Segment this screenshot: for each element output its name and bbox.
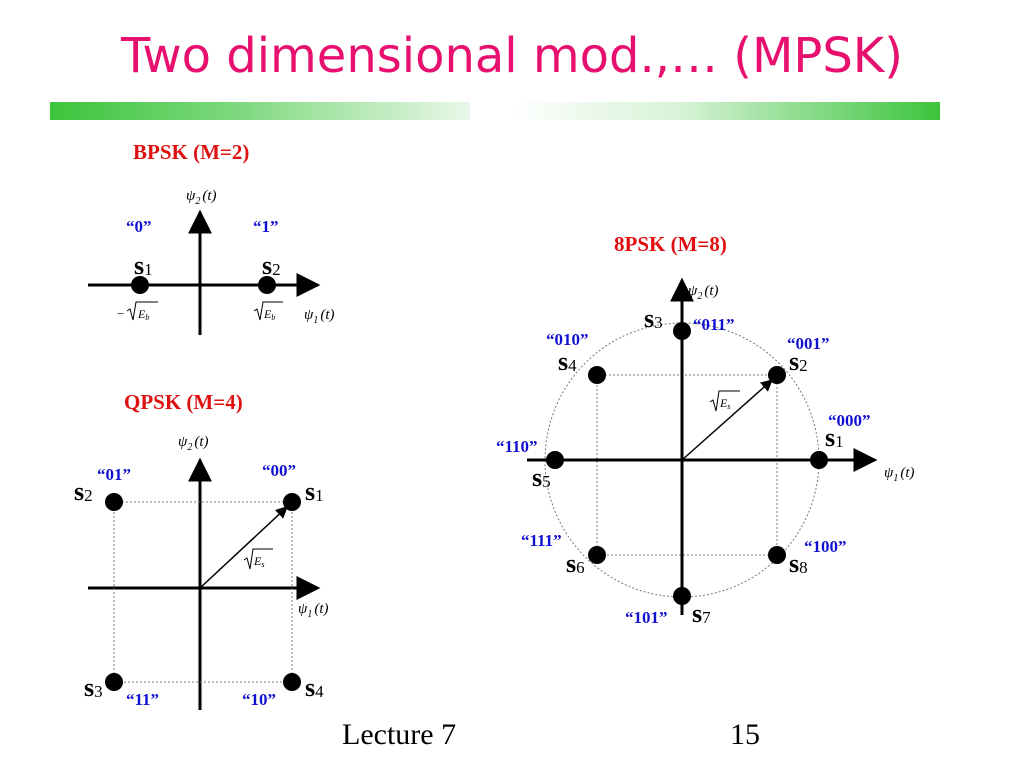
8psk-bits-s5: “110”: [496, 437, 538, 456]
bpsk-y-axis-label: ψ2 (t): [186, 188, 217, 207]
bpsk-neg-sqrt-eb: − Eb: [117, 301, 158, 322]
qpsk-heading: QPSK (M=4): [124, 390, 243, 414]
8psk-bits-s8: “100”: [804, 537, 847, 556]
qpsk-point-s2: [105, 493, 123, 511]
qpsk-dotted-square: [113, 501, 293, 683]
8psk-dotted-square: [596, 374, 778, 556]
8psk-symbol-s5: s5: [532, 463, 551, 492]
qpsk-bits-s2: “01”: [97, 465, 131, 484]
8psk-symbol-s1: s1: [825, 423, 844, 452]
8psk-sqrt-es: Es: [709, 390, 740, 412]
qpsk-y-axis-label: ψ2 (t): [178, 434, 209, 453]
8psk-bits-s6: “111”: [521, 531, 562, 550]
svg-text:Eb: Eb: [137, 307, 149, 322]
8psk-bits-s3: “011”: [693, 315, 735, 334]
bpsk-point-s2: [258, 276, 276, 294]
slide-title: Two dimensional mod.,… (MPSK): [120, 28, 904, 84]
qpsk-diagram: ψ2 (t) ψ1 (t) Es “00” “01” “11” “10” s1 s2…: [74, 434, 329, 710]
8psk-bits-s1: “000”: [828, 411, 871, 430]
footer-lecture: Lecture 7: [342, 718, 457, 751]
footer-page-number: 15: [730, 718, 760, 751]
qpsk-energy-vector: [199, 506, 288, 589]
qpsk-bits-s1: “00”: [262, 461, 296, 480]
qpsk-symbol-s2: s2: [74, 477, 93, 506]
qpsk-bits-s3: “11”: [126, 690, 159, 709]
8psk-symbol-s2: s2: [789, 347, 808, 376]
8psk-bits-s4: “010”: [546, 330, 589, 349]
qpsk-symbol-s3: s3: [84, 673, 103, 702]
svg-text:Es: Es: [253, 554, 264, 569]
bpsk-heading: BPSK (M=2): [133, 140, 250, 164]
qpsk-symbol-s4: s4: [305, 673, 324, 702]
bpsk-bits-s1: “0”: [126, 217, 152, 236]
qpsk-sqrt-es: Es: [243, 548, 273, 570]
8psk-symbol-s7: s7: [692, 599, 711, 628]
bpsk-point-s1: [131, 276, 149, 294]
8psk-symbol-s6: s6: [566, 549, 585, 578]
8psk-point-s7: [673, 587, 691, 605]
svg-text:Eb: Eb: [263, 307, 275, 322]
qpsk-point-s3: [105, 673, 123, 691]
qpsk-point-s1: [283, 493, 301, 511]
8psk-y-axis-label: ψ2 (t): [688, 283, 719, 302]
8psk-symbol-s4: s4: [558, 347, 577, 376]
qpsk-symbol-s1: s1: [305, 477, 324, 506]
8psk-diagram: ψ2 (t) ψ1 (t) Es “000” “001” “011” “010” “…: [496, 277, 915, 628]
8psk-point-s5: [546, 451, 564, 469]
bpsk-bits-s2: “1”: [253, 217, 279, 236]
8psk-point-s4: [588, 366, 606, 384]
qpsk-bits-s4: “10”: [242, 690, 276, 709]
title-accent-bar-right: [510, 102, 940, 120]
8psk-bits-s2: “001”: [787, 334, 830, 353]
svg-text:−: −: [117, 306, 124, 321]
8psk-energy-vector: [681, 379, 773, 461]
bpsk-sqrt-eb: Eb: [253, 301, 283, 322]
8psk-symbol-s3: s3: [644, 304, 663, 333]
8psk-point-s6: [588, 546, 606, 564]
qpsk-x-axis-label: ψ1 (t): [298, 601, 329, 620]
bpsk-symbol-s1: s1: [134, 251, 153, 280]
qpsk-point-s4: [283, 673, 301, 691]
8psk-symbol-s8: s8: [789, 549, 808, 578]
title-accent-bar-left: [50, 102, 470, 120]
8psk-point-s8: [768, 546, 786, 564]
8psk-bits-s7: “101”: [625, 608, 668, 627]
bpsk-x-axis-label: ψ1 (t): [304, 307, 335, 326]
8psk-point-s1: [810, 451, 828, 469]
bpsk-symbol-s2: s2: [262, 251, 281, 280]
8psk-heading: 8PSK (M=8): [614, 232, 727, 256]
8psk-point-s3: [673, 322, 691, 340]
bpsk-diagram: ψ2 (t) ψ1 (t) “0” “1” s1 s2 − Eb Eb: [88, 188, 335, 335]
8psk-x-axis-label: ψ1 (t): [884, 465, 915, 484]
8psk-point-s2: [768, 366, 786, 384]
svg-text:Es: Es: [719, 396, 730, 411]
